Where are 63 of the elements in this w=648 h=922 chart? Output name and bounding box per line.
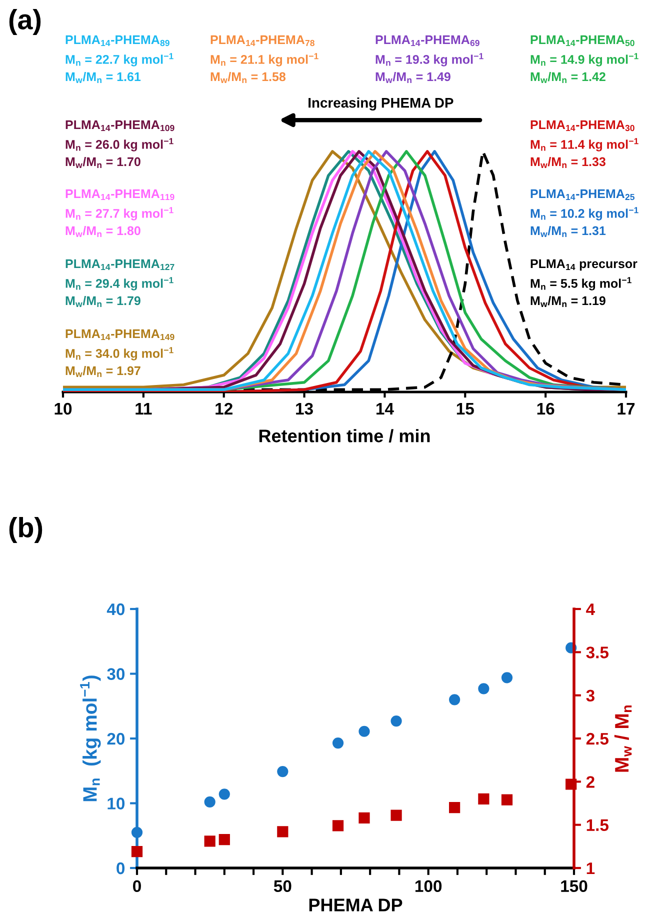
x-tick-label: 16	[537, 402, 554, 415]
text: PLMA$_{14}$-PHEMA$_{78}$ M$_{n}$ = 21.1 kg mol$^{−1}$ M$_{w}$/M$_{n}$ = 1.58	[210, 35, 318, 84]
point	[501, 794, 513, 806]
chart-title: (a)	[9, 9, 41, 35]
y-tick-label: 0	[116, 862, 125, 874]
point	[131, 846, 143, 858]
text: PLMA$_{14}$-PHEMA$_{69}$ M$_{n}$ = 19.3 kg mol$^{−1}$ M$_{w}$/M$_{n}$ = 1.49	[376, 35, 484, 84]
text: PLMA$_{14}$-PHEMA$_{25}$ M$_{n}$ = 10.2 kg mol$^{−1}$ M$_{w}$/M$_{n}$ = 1.31	[530, 189, 638, 238]
text: PLMA$_{14}$-PHEMA$_{109}$ M$_{n}$ = 26.0 kg mol$^{−1}$ M$_{w}$/M$_{n}$ = 1.70	[66, 120, 174, 168]
x-axis-title: PHEMA DP	[309, 898, 402, 912]
chart-title: (b)	[9, 517, 42, 543]
y2-tick-label: 1.5	[586, 819, 609, 832]
point	[358, 812, 370, 824]
point	[277, 766, 288, 778]
y2-axis-title: M$_{w}$ / M$_{n}$	[614, 705, 632, 772]
text: Increasing PHEMA DP	[308, 98, 454, 111]
x-tick-label: 14	[376, 403, 394, 414]
y-axis-title: M$_{n}$ (kg mol$^{−1}$)	[80, 676, 101, 802]
y2-tick-label: 3	[586, 690, 594, 702]
y-tick-label: 30	[107, 668, 125, 680]
x-tick-label: 150	[561, 880, 588, 892]
y2-tick-label: 2.5	[586, 732, 609, 745]
y2-tick-label: 4	[586, 604, 595, 616]
point	[358, 726, 370, 737]
text: PLMA$_{14}$-PHEMA$_{50}$ M$_{n}$ = 14.9 kg mol$^{−1}$ M$_{w}$/M$_{n}$ = 1.42	[530, 35, 638, 84]
point	[390, 715, 402, 727]
x-tick-label: 10	[54, 402, 72, 415]
point	[478, 793, 490, 804]
y-tick-label: 40	[106, 603, 125, 616]
point	[566, 778, 577, 790]
text: PLMA$_{14}$-PHEMA$_{119}$ M$_{n}$ = 27.7 kg mol$^{−1}$ M$_{w}$/M$_{n}$ = 1.80	[66, 189, 174, 238]
point	[332, 820, 344, 832]
point	[218, 788, 230, 800]
point	[448, 694, 460, 706]
text: PLMA$_{14}$ precursor M$_{n}$ = 5.5 kg mol$^{−1}$ M$_{w}$/M$_{n}$ = 1.19	[530, 259, 638, 308]
y2-tick-label: 2	[586, 776, 594, 788]
y-tick-label: 20	[107, 732, 125, 745]
x-tick-label: 50	[274, 880, 292, 892]
point	[390, 810, 402, 821]
text: PLMA$_{14}$-PHEMA$_{149}$ M$_{n}$ = 34.0 kg mol$^{−1}$ M$_{w}$/M$_{n}$ = 1.97	[66, 329, 174, 378]
point	[131, 826, 143, 838]
point	[478, 683, 490, 694]
x-axis-title: Retention time / min	[259, 429, 430, 443]
x-tick-label: 15	[456, 403, 474, 415]
y-tick-label: 10	[108, 798, 125, 810]
x-tick-label: 13	[296, 402, 313, 415]
point	[204, 796, 216, 808]
x-tick-label: 0	[133, 880, 141, 892]
x-tick-label: 17	[618, 403, 635, 414]
x-tick-label: 12	[216, 402, 232, 414]
point	[277, 826, 288, 838]
x-tick-label: 100	[415, 880, 442, 892]
text: PLMA$_{14}$-PHEMA$_{127}$ M$_{n}$ = 29.4 kg mol$^{−1}$ M$_{w}$/M$_{n}$ = 1.79	[66, 259, 174, 308]
y2-tick-label: 3.5	[586, 646, 609, 658]
text: PLMA$_{14}$-PHEMA$_{30}$ M$_{n}$ = 11.4 kg mol$^{−1}$ M$_{w}$/M$_{n}$ = 1.33	[530, 120, 638, 168]
text: PLMA$_{14}$-PHEMA$_{89}$ M$_{n}$ = 22.7 kg mol$^{−1}$ M$_{w}$/M$_{n}$ = 1.61	[66, 35, 174, 84]
point	[218, 834, 230, 846]
point	[448, 802, 460, 814]
y2-tick-label: 1	[586, 862, 595, 874]
point	[332, 737, 344, 749]
point	[204, 836, 216, 847]
x-tick-label: 11	[136, 403, 152, 414]
point	[501, 672, 513, 684]
